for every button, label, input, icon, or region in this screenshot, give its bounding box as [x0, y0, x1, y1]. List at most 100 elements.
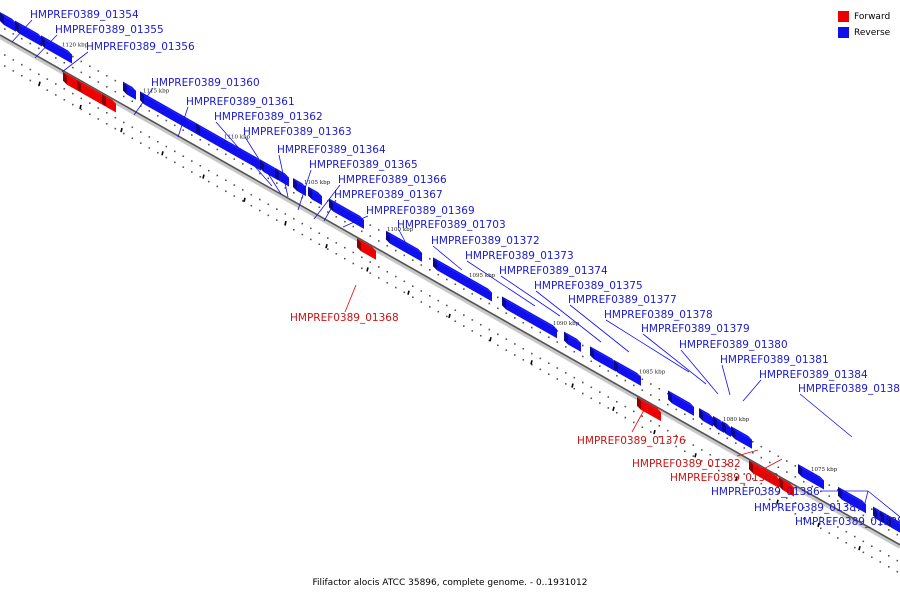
track-dot — [879, 550, 882, 552]
track-dot — [675, 434, 678, 437]
reverse-leader — [466, 260, 536, 307]
track-dot — [497, 296, 499, 299]
track-dot — [641, 378, 644, 380]
track-dot — [310, 201, 312, 204]
track-dot — [709, 464, 712, 467]
track-dot — [514, 354, 516, 356]
track-dot — [896, 533, 899, 536]
track-dot — [786, 497, 788, 499]
track-dot — [488, 328, 491, 331]
tick-label: 1085 kbp — [639, 370, 666, 376]
reverse-gene-label: HMPREF0389_01384 — [759, 369, 868, 381]
track-dot — [760, 482, 763, 485]
forward-gene-top — [779, 477, 794, 488]
track-dot — [565, 383, 567, 385]
tick-label: 1090 kbp — [553, 321, 580, 327]
track-dot — [786, 460, 788, 462]
track-dot — [871, 545, 873, 548]
track-dot — [811, 511, 814, 514]
track-dot — [888, 566, 890, 568]
track-dot — [429, 306, 431, 308]
track-dot — [497, 344, 499, 347]
track-dot — [760, 493, 763, 496]
reverse-gene-side — [140, 91, 144, 105]
track-dot — [344, 246, 346, 249]
track-dot — [395, 275, 397, 278]
forward-gene-side — [637, 396, 641, 410]
track-dot — [701, 423, 703, 425]
reverse-gene-side — [329, 198, 333, 212]
track-dot — [378, 240, 380, 242]
track-dot — [157, 151, 159, 154]
track-dot — [446, 304, 448, 307]
track-dot — [250, 167, 253, 170]
track-dot — [522, 321, 525, 324]
reverse-gene-label: HMPREF0389_01381 — [720, 354, 829, 366]
track-dot — [548, 362, 550, 365]
forward-gene-side — [102, 93, 106, 107]
track-dot — [344, 220, 346, 223]
reverse-gene-label: HMPREF0389_01379 — [641, 323, 750, 335]
forward-gene-side — [357, 238, 361, 252]
track-dot — [811, 485, 814, 488]
reverse-gene-side — [722, 420, 726, 434]
reverse-gene — [45, 39, 72, 64]
track-dot — [709, 427, 712, 430]
track-dot — [242, 200, 244, 202]
track-dot — [21, 63, 23, 66]
track-dot — [718, 458, 720, 461]
tick-label: 1105 kbp — [304, 180, 331, 186]
track-dot — [854, 535, 856, 538]
track-dot — [760, 445, 763, 448]
minor-tick — [530, 360, 533, 365]
track-dot — [165, 156, 168, 159]
forward-gene — [783, 481, 794, 497]
track-dot — [743, 447, 746, 449]
forward-gene-top — [77, 79, 105, 98]
track-dot — [641, 426, 644, 428]
track-dot — [412, 285, 414, 287]
track-dot — [514, 343, 516, 345]
track-dot — [335, 242, 338, 244]
track-dot — [429, 258, 431, 260]
legend-reverse: Reverse — [838, 25, 890, 40]
reverse-gene-top — [260, 159, 278, 172]
track-dot — [658, 425, 661, 427]
track-dot — [429, 295, 431, 297]
track-dot — [106, 112, 108, 114]
track-dot — [811, 522, 814, 525]
reverse-gene-top — [123, 81, 136, 91]
track-dot — [590, 386, 593, 389]
track-dot — [310, 227, 312, 230]
reverse-gene-label: HMPREF0389_01373 — [465, 250, 574, 262]
track-dot — [267, 177, 270, 180]
forward-gene — [81, 83, 105, 107]
track-dot — [735, 442, 737, 444]
minor-tick — [161, 151, 164, 156]
track-dot — [12, 70, 15, 72]
track-dot — [769, 461, 771, 464]
reverse-gene — [390, 234, 422, 262]
track-dot — [29, 42, 32, 45]
track-dot — [72, 66, 74, 69]
track-dot — [599, 391, 601, 393]
track-dot — [565, 372, 567, 374]
reverse-gene — [127, 85, 136, 100]
track-dot — [777, 503, 780, 506]
minor-tick — [79, 104, 82, 110]
reverse-gene-label: HMPREF0389_01387 — [754, 502, 863, 514]
track-dot — [480, 323, 482, 326]
forward-gene-top — [637, 396, 661, 413]
track-dot — [420, 301, 423, 303]
track-dot — [46, 78, 49, 80]
reverse-gene-side — [614, 359, 618, 373]
track-dot — [837, 537, 839, 539]
reverse-gene-label: HMPREF0389_01363 — [243, 126, 352, 138]
track-dot — [284, 213, 287, 215]
reverse-gene-top — [308, 186, 322, 197]
track-dot — [21, 37, 23, 40]
track-dot — [871, 508, 873, 511]
reverse-gene-top — [293, 177, 306, 188]
track-dot — [352, 225, 355, 228]
track-dot — [403, 291, 406, 294]
